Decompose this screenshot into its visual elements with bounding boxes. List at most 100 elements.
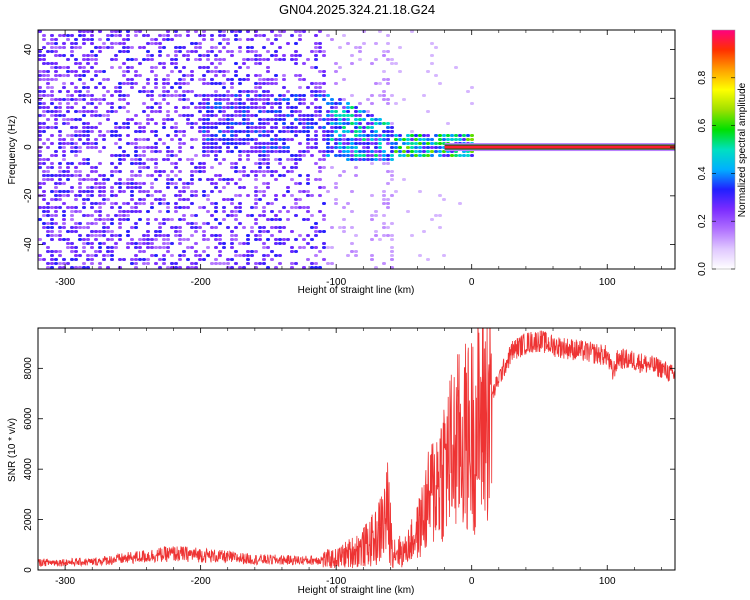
spectrogram-cell xyxy=(78,134,82,137)
spectrogram-cell xyxy=(238,30,242,33)
spectrogram-cell xyxy=(242,130,246,133)
spectrogram-cell xyxy=(154,234,158,237)
spectrogram-cell xyxy=(266,182,270,185)
spectrogram-cell xyxy=(382,122,386,125)
spectrogram-cell xyxy=(70,266,74,269)
spectrogram-cell xyxy=(102,222,106,225)
spectrogram-cell xyxy=(158,234,162,237)
spectrogram-cell xyxy=(138,138,142,141)
spectrogram-cell xyxy=(130,238,134,241)
spectrogram-cell xyxy=(110,134,114,137)
spectrogram-cell xyxy=(246,90,250,93)
spectrogram-cell xyxy=(442,134,446,137)
spectrogram-cell xyxy=(150,182,154,185)
y-tick-label: 4000 xyxy=(23,458,34,481)
spectrogram-cell xyxy=(318,230,322,233)
spectrogram-cell xyxy=(154,86,158,89)
spectrogram-cell xyxy=(158,138,162,141)
spectrogram-cell xyxy=(326,122,330,125)
spectrogram-cell xyxy=(174,266,178,269)
spectrogram-cell xyxy=(286,130,290,133)
spectrogram-cell xyxy=(58,182,62,185)
spectrogram-cell xyxy=(158,246,162,249)
spectrogram-cell xyxy=(58,262,62,265)
spectrogram-cell xyxy=(206,54,210,57)
spectrogram-cell xyxy=(158,210,162,213)
spectrogram-cell xyxy=(294,54,298,57)
spectrogram-cell xyxy=(86,142,90,145)
spectrogram-cell xyxy=(202,258,206,261)
spectrogram-cell xyxy=(130,58,134,61)
spectrogram-cell xyxy=(314,50,318,53)
spectrogram-cell xyxy=(58,114,62,117)
spectrogram-cell xyxy=(214,126,218,129)
spectrogram-cell xyxy=(314,94,318,97)
spectrogram-cell xyxy=(230,54,234,57)
spectrogram-cell xyxy=(410,234,414,237)
spectrogram-cell xyxy=(78,66,82,69)
spectrogram-cell xyxy=(266,118,270,121)
spectrogram-cell xyxy=(150,146,154,149)
spectrogram-cell xyxy=(130,206,134,209)
spectrogram-cell xyxy=(190,226,194,229)
spectrogram-cell xyxy=(86,198,90,201)
spectrogram-cell xyxy=(206,70,210,73)
spectrogram-cell xyxy=(82,126,86,129)
spectrogram-cell xyxy=(358,154,362,157)
spectrogram-cell xyxy=(314,46,318,49)
spectrogram-cell xyxy=(242,226,246,229)
spectrogram-cell xyxy=(194,166,198,169)
spectrogram-cell xyxy=(266,154,270,157)
spectrogram-cell xyxy=(390,134,394,137)
spectrogram-cell xyxy=(430,218,434,221)
spectrogram-cell xyxy=(198,34,202,37)
spectrogram-cell xyxy=(214,58,218,61)
spectrogram-cell xyxy=(206,198,210,201)
spectrogram-cell xyxy=(362,130,366,133)
spectrogram-cell xyxy=(278,210,282,213)
spectrogram-cell xyxy=(298,154,302,157)
spectrogram-cell xyxy=(94,218,98,221)
spectrogram-cell xyxy=(258,214,262,217)
spectrogram-cell xyxy=(46,110,50,113)
spectrogram-cell xyxy=(166,54,170,57)
spectrogram-cell xyxy=(250,130,254,133)
spectrogram-cell xyxy=(366,138,370,141)
spectrogram-cell xyxy=(406,210,410,213)
colorbar-tick-label: 0.2 xyxy=(697,214,708,228)
spectrogram-cell xyxy=(318,30,322,33)
spectrogram-cell xyxy=(258,234,262,237)
spectrogram-cell xyxy=(82,162,86,165)
spectrogram-cell xyxy=(318,194,322,197)
spectrogram-cell xyxy=(458,202,462,205)
spectrogram-cell xyxy=(74,174,78,177)
spectrogram-cell xyxy=(298,114,302,117)
spectrogram-cell xyxy=(218,222,222,225)
spectrogram-cell xyxy=(354,130,358,133)
spectrogram-cell xyxy=(298,86,302,89)
spectrogram-cell xyxy=(286,126,290,129)
spectrogram-cell xyxy=(166,234,170,237)
spectrogram-cell xyxy=(234,170,238,173)
spectrogram-cell xyxy=(90,126,94,129)
x-tick-label: 0 xyxy=(469,277,475,288)
spectrogram-cell xyxy=(330,134,334,137)
spectrogram-cell xyxy=(338,134,342,137)
spectrogram-cell xyxy=(126,214,130,217)
y-tick-label: 6000 xyxy=(23,407,34,430)
spectrogram-cell xyxy=(86,94,90,97)
spectrogram-cell xyxy=(382,98,386,101)
spectrogram-cell xyxy=(242,122,246,125)
spectrogram-cell xyxy=(50,214,54,217)
spectrogram-cell xyxy=(386,170,390,173)
spectrogram-cell xyxy=(210,114,214,117)
spectrogram-cell xyxy=(126,70,130,73)
spectrogram-cell xyxy=(150,130,154,133)
spectrogram-cell xyxy=(218,146,222,149)
spectrogram-cell xyxy=(230,86,234,89)
spectrogram-cell xyxy=(66,98,70,101)
spectrogram-cell xyxy=(166,102,170,105)
spectrogram-cell xyxy=(90,166,94,169)
spectrogram-cell xyxy=(98,190,102,193)
spectrogram-cell xyxy=(458,134,462,137)
